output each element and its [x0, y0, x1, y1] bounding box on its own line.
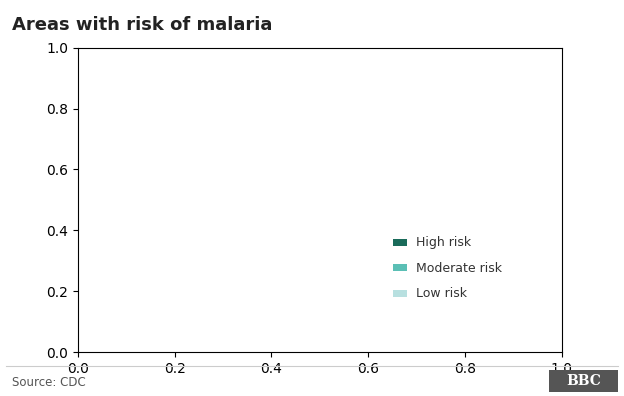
Text: Areas with risk of malaria: Areas with risk of malaria [12, 16, 273, 34]
Text: Moderate risk: Moderate risk [416, 262, 502, 275]
Text: Source: CDC: Source: CDC [12, 376, 86, 388]
Text: Low risk: Low risk [416, 287, 467, 301]
Text: BBC: BBC [566, 374, 601, 388]
Text: High risk: High risk [416, 236, 471, 249]
